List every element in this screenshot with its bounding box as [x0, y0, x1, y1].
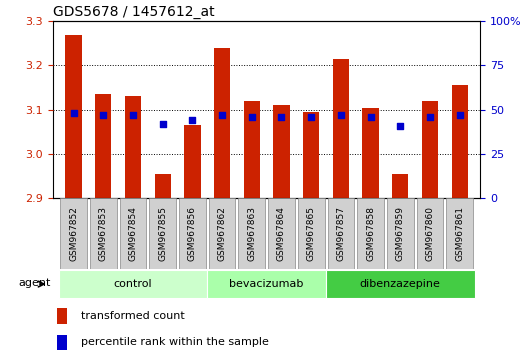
Text: GSM967852: GSM967852: [69, 206, 78, 261]
Bar: [362, 108, 379, 198]
Text: GSM967857: GSM967857: [336, 206, 345, 261]
Point: [188, 118, 196, 123]
Bar: [303, 112, 319, 198]
Point: [129, 112, 137, 118]
Point: [366, 114, 375, 120]
Bar: [214, 48, 230, 198]
Bar: [57, 335, 68, 350]
FancyBboxPatch shape: [417, 198, 444, 269]
Text: GSM967856: GSM967856: [188, 206, 197, 261]
FancyBboxPatch shape: [239, 198, 265, 269]
Text: GSM967865: GSM967865: [307, 206, 316, 261]
Bar: [392, 174, 409, 198]
FancyBboxPatch shape: [60, 198, 87, 269]
Bar: [65, 34, 82, 198]
Point: [248, 114, 256, 120]
Point: [277, 114, 286, 120]
FancyBboxPatch shape: [149, 198, 176, 269]
Point: [158, 121, 167, 127]
Point: [69, 110, 78, 116]
Bar: [155, 174, 171, 198]
Point: [396, 123, 404, 129]
Text: GSM967855: GSM967855: [158, 206, 167, 261]
FancyBboxPatch shape: [327, 198, 354, 269]
Text: agent: agent: [18, 278, 51, 287]
FancyBboxPatch shape: [357, 198, 384, 269]
Point: [99, 112, 108, 118]
Bar: [333, 59, 349, 198]
FancyBboxPatch shape: [209, 198, 235, 269]
Bar: [451, 85, 468, 198]
Text: GSM967853: GSM967853: [99, 206, 108, 261]
FancyBboxPatch shape: [268, 198, 295, 269]
FancyBboxPatch shape: [179, 198, 206, 269]
FancyBboxPatch shape: [59, 270, 207, 298]
Text: GSM967859: GSM967859: [396, 206, 405, 261]
Point: [426, 114, 434, 120]
Text: GSM967854: GSM967854: [128, 206, 137, 261]
Text: GSM967860: GSM967860: [426, 206, 435, 261]
Text: GDS5678 / 1457612_at: GDS5678 / 1457612_at: [53, 5, 214, 19]
Text: dibenzazepine: dibenzazepine: [360, 279, 441, 289]
Bar: [422, 101, 438, 198]
FancyBboxPatch shape: [446, 198, 473, 269]
Text: GSM967864: GSM967864: [277, 206, 286, 261]
Text: percentile rank within the sample: percentile rank within the sample: [81, 337, 268, 348]
FancyBboxPatch shape: [90, 198, 117, 269]
Text: GSM967862: GSM967862: [218, 206, 227, 261]
Bar: [243, 101, 260, 198]
Bar: [95, 94, 111, 198]
Point: [307, 114, 315, 120]
Text: transformed count: transformed count: [81, 311, 184, 321]
Bar: [57, 308, 68, 324]
FancyBboxPatch shape: [207, 270, 326, 298]
FancyBboxPatch shape: [298, 198, 325, 269]
Bar: [125, 97, 141, 198]
Point: [218, 112, 227, 118]
Text: control: control: [114, 279, 152, 289]
Text: GSM967863: GSM967863: [247, 206, 256, 261]
FancyBboxPatch shape: [120, 198, 146, 269]
Text: GSM967858: GSM967858: [366, 206, 375, 261]
FancyBboxPatch shape: [326, 270, 475, 298]
Point: [456, 112, 464, 118]
Bar: [184, 125, 201, 198]
Text: GSM967861: GSM967861: [455, 206, 464, 261]
Bar: [274, 105, 290, 198]
Text: bevacizumab: bevacizumab: [230, 279, 304, 289]
FancyBboxPatch shape: [387, 198, 413, 269]
Point: [337, 112, 345, 118]
